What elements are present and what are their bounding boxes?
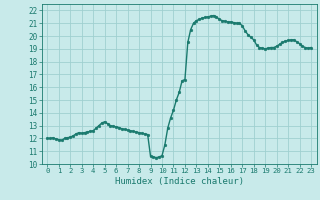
X-axis label: Humidex (Indice chaleur): Humidex (Indice chaleur) <box>115 177 244 186</box>
